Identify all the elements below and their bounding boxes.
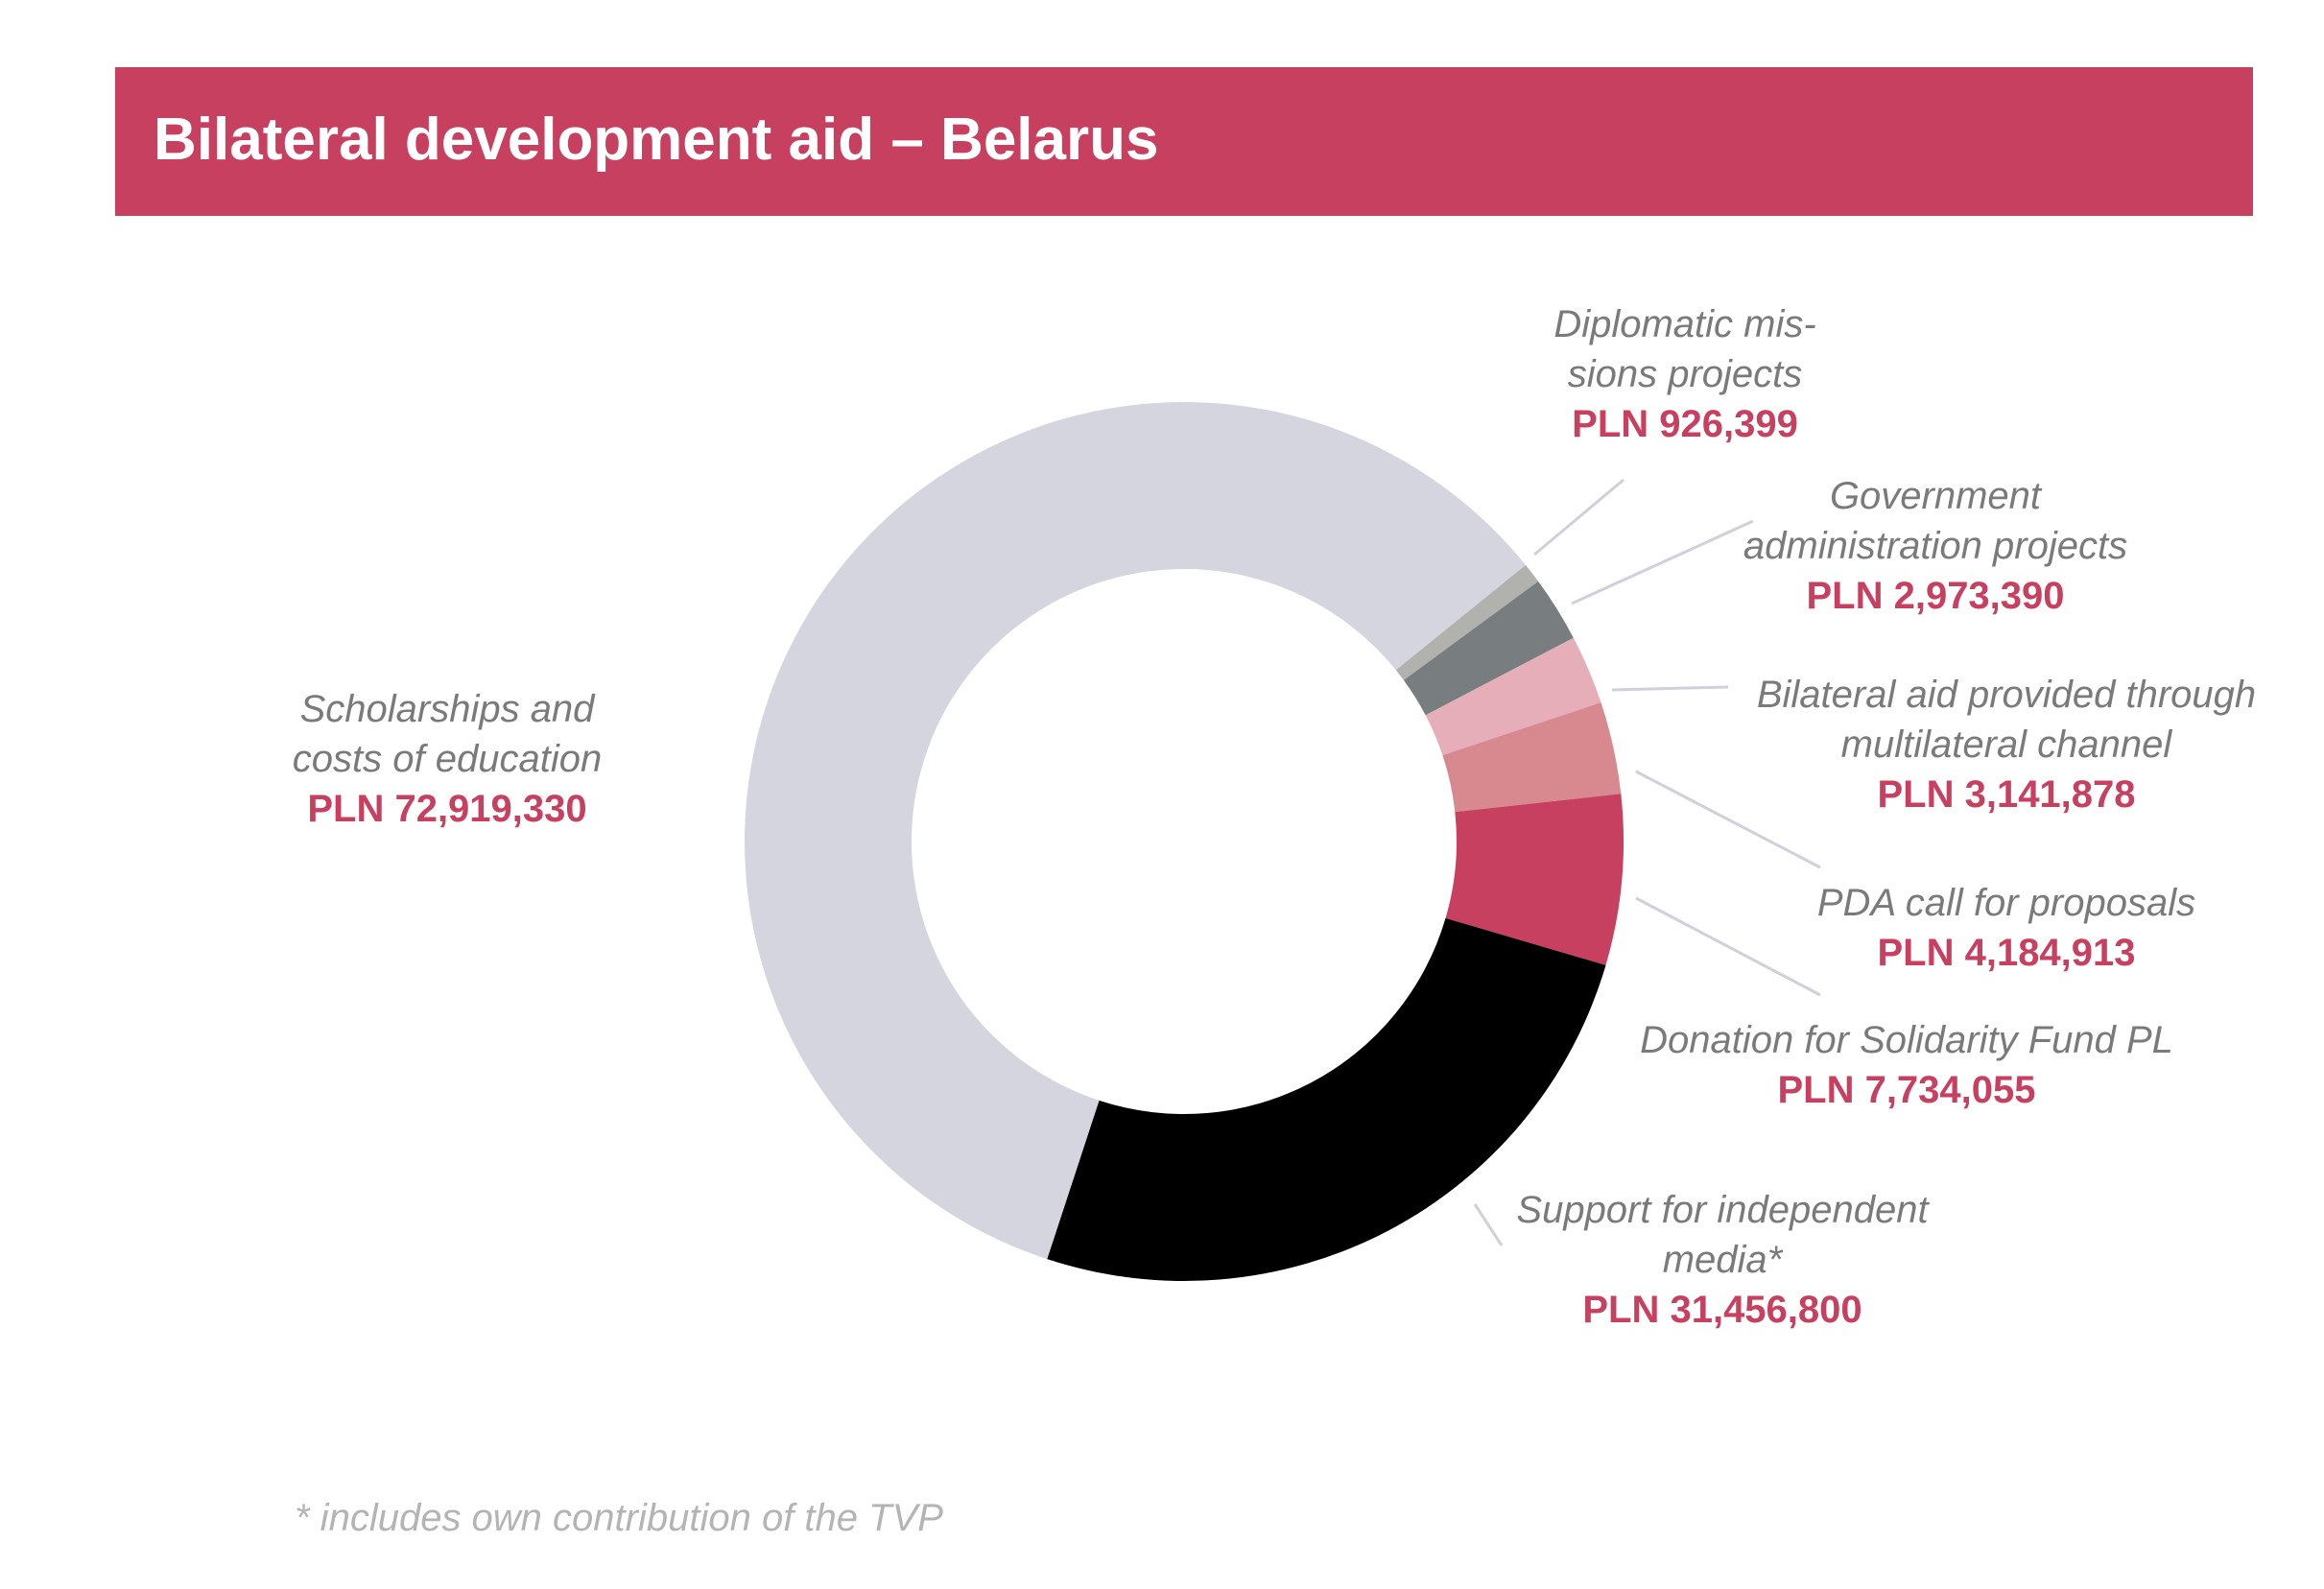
label-value: PLN 2,973,390 — [1806, 575, 2065, 617]
label-pda: PDA call for proposals PLN 4,184,913 — [1817, 878, 2195, 978]
label-bilateral-multilateral: Bilateral aid provided through multilate… — [1757, 670, 2256, 819]
label-diplomatic: Diplomatic mis- sions projects PLN 926,3… — [1553, 299, 1815, 449]
slice-diplomatic-missions-projects — [1395, 564, 1539, 680]
leader-line-diplomatic — [1533, 478, 1624, 557]
label-value: PLN 7,734,055 — [1777, 1069, 2036, 1111]
label-value: PLN 926,399 — [1572, 403, 1798, 445]
title-bar: Bilateral development aid – Belarus — [115, 67, 2253, 216]
label-value: PLN 3,141,878 — [1877, 773, 2136, 816]
label-government: Government administration projects PLN 2… — [1743, 471, 2127, 621]
footnote: * includes own contribution of the TVP — [295, 1497, 943, 1539]
leader-line-bilateral-multilateral — [1611, 685, 1729, 692]
label-text: media* — [1662, 1239, 1783, 1281]
label-text: costs of education — [292, 738, 603, 780]
label-text: multilateral channel — [1840, 723, 2172, 766]
slice-donation-for-solidarity-fund-pl — [1445, 794, 1624, 965]
label-text: Support for independent — [1516, 1189, 1929, 1231]
label-value: PLN 31,456,800 — [1582, 1289, 1862, 1331]
leader-line-government — [1571, 519, 1754, 605]
slice-scholarships-and-costs-of-education — [744, 401, 1526, 1260]
chart-title: Bilateral development aid – Belarus — [154, 107, 1159, 173]
label-text: Donation for Solidarity Fund PL — [1640, 1019, 2173, 1061]
label-value: PLN 72,919,330 — [307, 788, 587, 830]
label-text: PDA call for proposals — [1816, 882, 2196, 924]
label-support-media: Support for independent media* PLN 31,45… — [1516, 1185, 1928, 1335]
label-value: PLN 4,184,913 — [1877, 932, 2136, 974]
label-text: administration projects — [1743, 525, 2128, 567]
label-text: sions projects — [1567, 353, 1803, 395]
label-text: Bilateral aid provided through — [1756, 674, 2257, 716]
label-text: Scholarships and — [299, 688, 595, 730]
slice-support-for-independent-media — [1047, 917, 1606, 1281]
leader-line-pda — [1635, 770, 1821, 869]
slice-bilateral-aid-provided-through-multilateral-channel — [1425, 637, 1601, 756]
label-text: Government — [1829, 475, 2042, 517]
leader-line-support-media — [1473, 1203, 1504, 1246]
leader-line-donation — [1635, 896, 1821, 997]
slice-pda-call-for-proposals — [1442, 702, 1622, 813]
label-scholarships: Scholarships and costs of education PLN … — [293, 684, 602, 834]
slice-government-administration-projects — [1403, 581, 1574, 716]
label-donation: Donation for Solidarity Fund PL PLN 7,73… — [1640, 1015, 2173, 1115]
label-text: Diplomatic mis- — [1553, 303, 1816, 345]
